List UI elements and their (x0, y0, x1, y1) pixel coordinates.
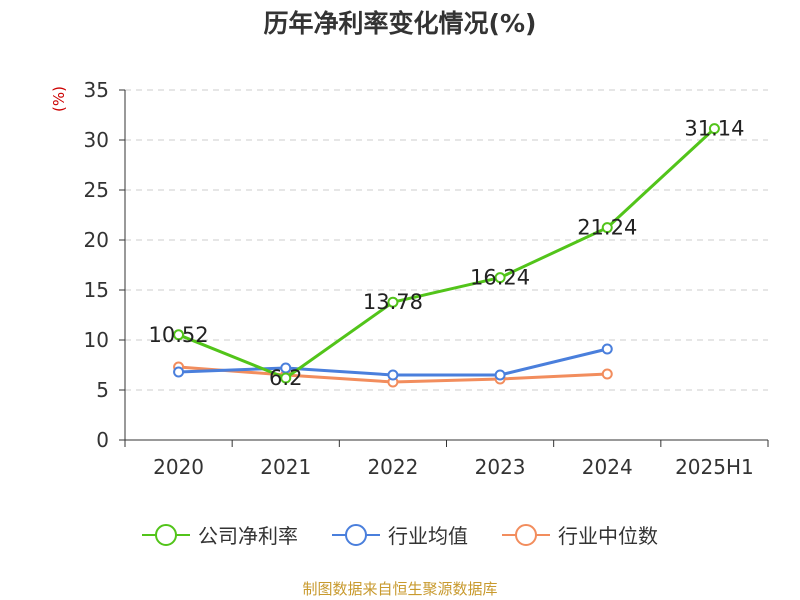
legend: 公司净利率 行业均值 行业中位数 (0, 520, 800, 549)
data-label-company: 31.14 (684, 117, 744, 141)
data-label-company: 21.24 (577, 216, 637, 240)
data-point-company (280, 372, 292, 384)
x-tick-label: 2020 (153, 455, 204, 479)
x-tick-label: 2022 (367, 455, 418, 479)
data-point-industry-avg (387, 369, 399, 381)
data-point-company (601, 222, 613, 234)
data-source-note: 制图数据来自恒生聚源数据库 (302, 580, 498, 598)
y-tick-label: 0 (96, 428, 109, 452)
y-tick-label: 20 (84, 228, 109, 252)
x-tick-label: 2021 (260, 455, 311, 479)
data-label-company: 16.24 (470, 266, 530, 290)
data-point-company (494, 272, 506, 284)
data-point-company (173, 329, 185, 341)
data-point-industry-median (601, 368, 613, 380)
legend-marker-industry-avg (332, 523, 380, 546)
data-point-company (708, 123, 720, 135)
x-tick-label: 2024 (582, 455, 633, 479)
chart-title: 历年净利率变化情况(%) (263, 9, 537, 38)
data-label-company: 6.2 (269, 366, 302, 390)
y-tick-label: 35 (84, 78, 109, 102)
y-tick-label: 15 (84, 278, 109, 302)
legend-label-company: 公司净利率 (198, 524, 298, 548)
y-tick-label: 30 (84, 128, 109, 152)
data-point-industry-avg (173, 366, 185, 378)
y-tick-label: 5 (96, 378, 109, 402)
legend-marker-company (142, 523, 190, 546)
legend-item-industry-avg[interactable]: 行业均值 (332, 520, 468, 549)
series-line-company (178, 127, 716, 380)
data-label-company: 10.52 (149, 323, 209, 347)
data-point-company (387, 296, 399, 308)
data-point-industry-avg (494, 369, 506, 381)
y-tick-label: 10 (84, 328, 109, 352)
legend-label-industry-median: 行业中位数 (558, 524, 658, 548)
legend-item-company[interactable]: 公司净利率 (142, 520, 298, 549)
legend-marker-industry-median (502, 523, 550, 546)
x-tick-label: 2025H1 (675, 455, 754, 479)
legend-item-industry-median[interactable]: 行业中位数 (502, 520, 658, 549)
data-point-industry-avg (601, 343, 613, 355)
legend-label-industry-avg: 行业均值 (388, 524, 468, 548)
data-label-company: 13.78 (363, 290, 423, 314)
x-tick-label: 2023 (475, 455, 526, 479)
y-tick-label: 25 (84, 178, 109, 202)
